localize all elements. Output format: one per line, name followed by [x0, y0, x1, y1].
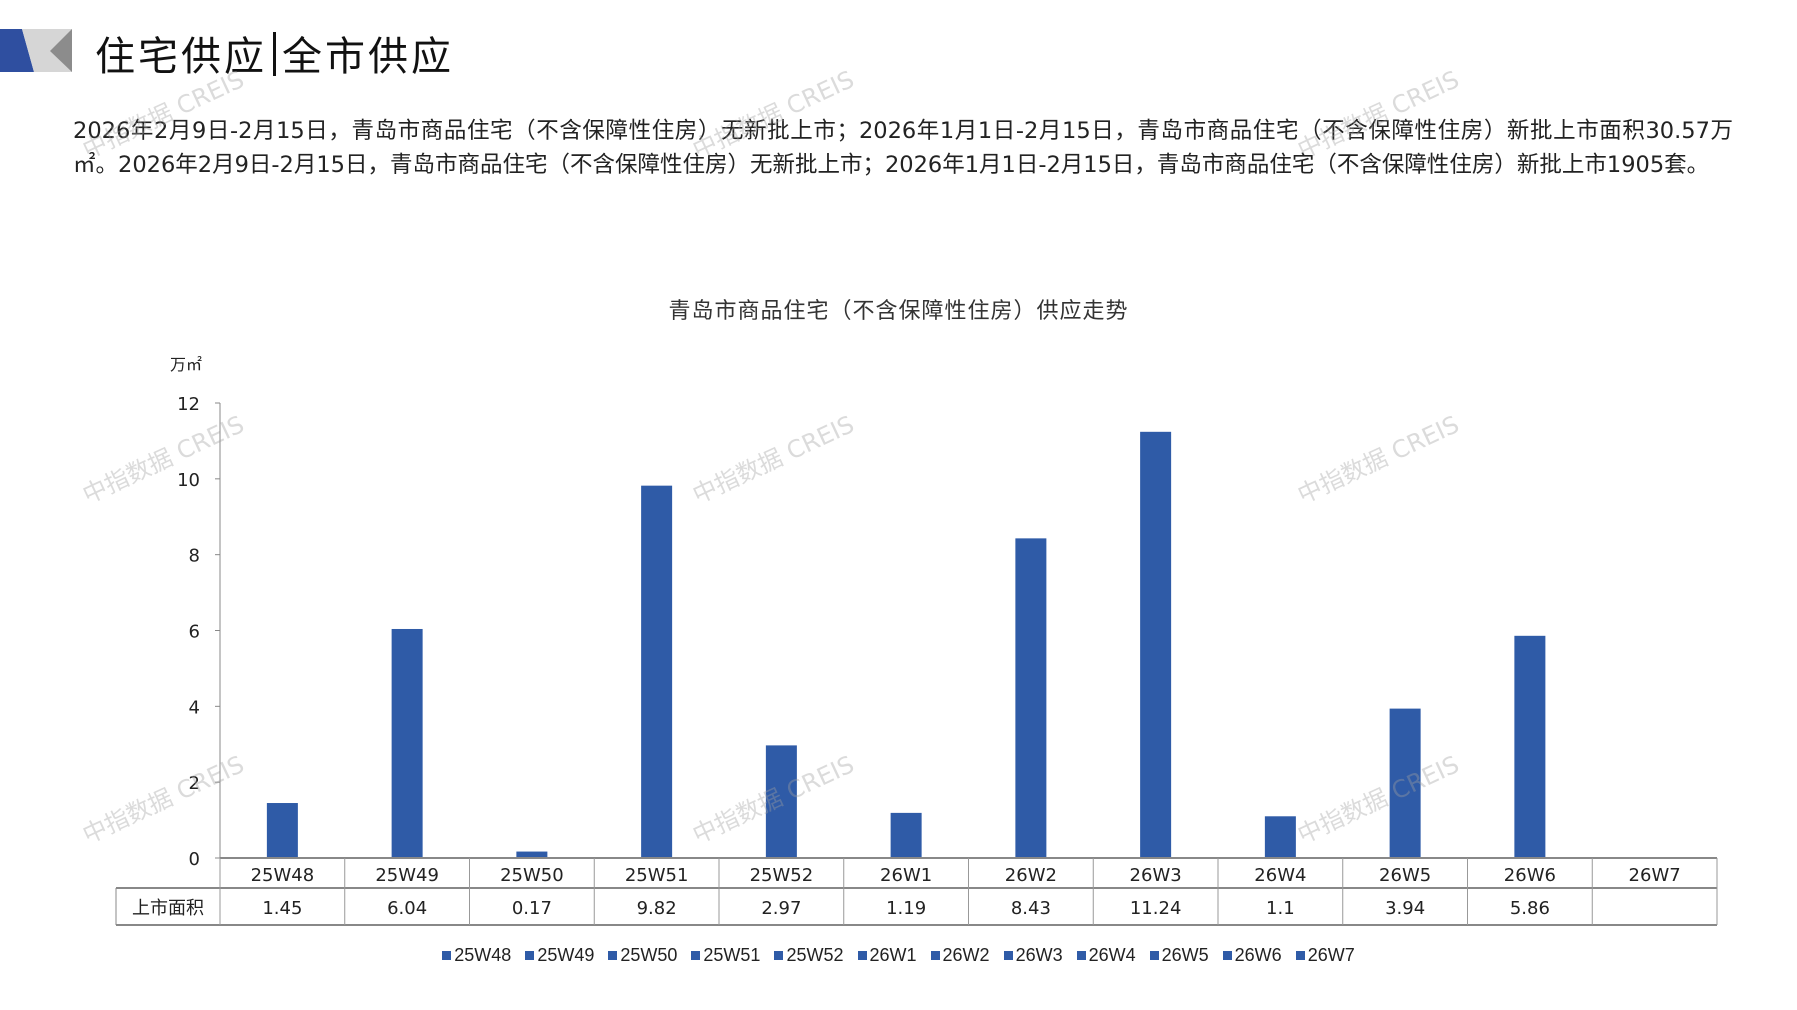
legend-swatch	[442, 951, 452, 960]
legend-item: 26W5	[1149, 945, 1209, 966]
y-axis-unit: 万㎡	[170, 355, 202, 374]
table-row-label: 上市面积	[132, 898, 204, 919]
legend-item: 26W6	[1222, 945, 1282, 966]
data-label: 3.94	[1385, 898, 1425, 919]
data-label: 9.82	[637, 898, 677, 919]
legend-swatch	[857, 951, 867, 960]
legend-item: 25W51	[691, 945, 760, 966]
legend-label: 26W4	[1088, 945, 1136, 965]
y-tick-label: 8	[189, 546, 200, 567]
data-label: 2.97	[761, 898, 801, 919]
bar-26W1	[890, 812, 922, 858]
chart-legend: 25W48 25W49 25W50 25W51 25W52 26W1 26W2 26W3 26W…	[0, 945, 1797, 966]
legend-swatch	[691, 951, 701, 960]
data-label: 1.45	[262, 898, 302, 919]
legend-swatch	[1222, 951, 1232, 960]
legend-swatch	[608, 951, 618, 960]
bar-26W4	[1264, 816, 1296, 858]
legend-label: 26W2	[942, 945, 990, 965]
data-label: 5.86	[1510, 898, 1550, 919]
y-tick-label: 2	[189, 773, 200, 794]
legend-item: 25W50	[608, 945, 677, 966]
x-tick-label: 26W3	[1130, 865, 1182, 886]
legend-label: 25W49	[537, 945, 595, 965]
bar-25W51	[641, 485, 673, 858]
legend-swatch	[1076, 951, 1086, 960]
y-tick-label: 6	[189, 622, 200, 643]
data-label: 8.43	[1011, 898, 1051, 919]
legend-label: 26W3	[1015, 945, 1063, 965]
legend-item: 25W48	[442, 945, 511, 966]
legend-swatch	[1149, 951, 1159, 960]
x-tick-label: 26W4	[1254, 865, 1306, 886]
title-divider	[273, 32, 276, 76]
legend-swatch	[1003, 951, 1013, 960]
y-tick-label: 12	[177, 394, 200, 415]
legend-label: 25W51	[703, 945, 761, 965]
legend-item: 26W1	[857, 945, 917, 966]
bar-25W50	[516, 851, 548, 858]
x-tick-label: 25W51	[625, 865, 689, 886]
bar-25W52	[765, 745, 797, 858]
bar-25W49	[391, 628, 423, 858]
bar-26W5	[1389, 708, 1421, 858]
x-tick-label: 25W48	[251, 865, 315, 886]
data-label: 6.04	[387, 898, 427, 919]
x-tick-label: 25W49	[375, 865, 439, 886]
legend-swatch	[774, 951, 784, 960]
summary-paragraph: 2026年2月9日-2月15日，青岛市商品住宅（不含保障性住房）无新批上市；20…	[73, 118, 1733, 178]
section-logo	[0, 29, 72, 72]
legend-item: 26W7	[1295, 945, 1355, 966]
legend-label: 25W52	[786, 945, 844, 965]
bar-25W48	[266, 803, 298, 858]
data-label: 1.1	[1266, 898, 1295, 919]
x-tick-label: 26W6	[1504, 865, 1556, 886]
x-tick-label: 26W7	[1629, 865, 1681, 886]
legend-label: 25W50	[620, 945, 678, 965]
legend-item: 26W4	[1076, 945, 1136, 966]
legend-item: 26W2	[930, 945, 990, 966]
legend-item: 25W52	[774, 945, 844, 966]
bar-26W2	[1015, 538, 1047, 858]
bar-26W3	[1140, 431, 1172, 858]
title-left: 住宅供应	[95, 34, 267, 80]
legend-item: 26W3	[1003, 945, 1063, 966]
x-tick-label: 25W52	[750, 865, 814, 886]
legend-label: 25W48	[454, 945, 512, 965]
legend-label: 26W7	[1307, 945, 1355, 965]
data-label: 0.17	[512, 898, 552, 919]
chart-title: 青岛市商品住宅（不含保障性住房）供应走势	[668, 299, 1129, 324]
legend-item: 25W49	[525, 945, 594, 966]
y-tick-label: 0	[189, 849, 200, 870]
x-tick-label: 26W1	[880, 865, 932, 886]
x-tick-label: 26W5	[1379, 865, 1431, 886]
page-title: 住宅供应 全市供应	[95, 24, 454, 82]
data-label: 11.24	[1130, 898, 1182, 919]
legend-label: 26W5	[1161, 945, 1209, 965]
legend-swatch	[930, 951, 940, 960]
legend-label: 26W6	[1234, 945, 1282, 965]
legend-swatch	[525, 951, 535, 960]
bar-26W6	[1514, 635, 1546, 858]
y-tick-label: 10	[177, 470, 200, 491]
title-right: 全市供应	[282, 34, 454, 80]
data-label: 1.19	[886, 898, 926, 919]
legend-swatch	[1295, 951, 1305, 960]
legend-label: 26W1	[869, 945, 917, 965]
x-tick-label: 26W2	[1005, 865, 1057, 886]
y-tick-label: 4	[189, 697, 200, 718]
x-tick-label: 25W50	[500, 865, 564, 886]
